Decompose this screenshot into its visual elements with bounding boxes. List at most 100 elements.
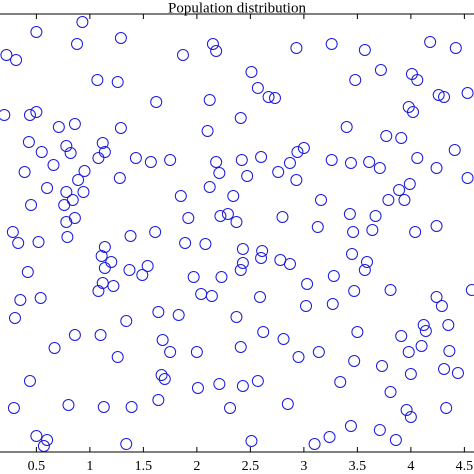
- point: [351, 326, 364, 338]
- point: [432, 89, 445, 101]
- point: [461, 172, 474, 184]
- point: [419, 325, 432, 337]
- point: [203, 181, 216, 193]
- point: [114, 122, 127, 134]
- point: [41, 182, 54, 194]
- point: [409, 226, 422, 238]
- point: [111, 351, 124, 363]
- point: [236, 243, 249, 255]
- point: [348, 285, 361, 297]
- point: [326, 298, 339, 310]
- x-tick-label: 0.5: [28, 459, 46, 474]
- point: [141, 260, 154, 272]
- point: [283, 258, 296, 270]
- x-tick-label: 3: [300, 459, 307, 474]
- x-tick-label: 2.5: [242, 459, 260, 474]
- point: [358, 264, 371, 276]
- point: [10, 54, 23, 66]
- point: [442, 319, 455, 331]
- point: [158, 373, 171, 385]
- point: [37, 440, 50, 452]
- point: [23, 375, 36, 387]
- point: [262, 91, 275, 103]
- point: [292, 351, 305, 363]
- point: [311, 221, 324, 233]
- point: [199, 238, 212, 250]
- point: [234, 341, 247, 353]
- point: [291, 146, 304, 158]
- point: [308, 438, 321, 450]
- point: [7, 402, 20, 414]
- point: [152, 394, 165, 406]
- point: [430, 162, 443, 174]
- point: [129, 152, 142, 164]
- point: [404, 368, 417, 380]
- point: [448, 144, 461, 156]
- point: [210, 45, 223, 57]
- point: [343, 208, 356, 220]
- point: [156, 334, 169, 346]
- point: [245, 435, 258, 447]
- point: [255, 151, 268, 163]
- point: [155, 369, 168, 381]
- point: [214, 210, 227, 222]
- point: [187, 271, 200, 283]
- point: [312, 346, 325, 358]
- point: [191, 382, 204, 394]
- point: [203, 94, 216, 106]
- point: [415, 340, 428, 352]
- point: [334, 376, 347, 388]
- point: [78, 165, 91, 177]
- point: [400, 404, 413, 416]
- point: [373, 424, 386, 436]
- point: [174, 190, 187, 202]
- point: [14, 294, 27, 306]
- point: [451, 367, 464, 379]
- point: [340, 121, 353, 133]
- point: [461, 87, 474, 99]
- point: [18, 166, 31, 178]
- x-tick-label: 1: [86, 459, 93, 474]
- point: [98, 241, 111, 253]
- point: [251, 82, 264, 94]
- point: [349, 74, 362, 86]
- point: [30, 106, 43, 118]
- point: [58, 199, 71, 211]
- point: [136, 269, 149, 281]
- point: [438, 91, 451, 103]
- point: [440, 402, 453, 414]
- point: [465, 284, 474, 296]
- point: [407, 106, 420, 118]
- point: [382, 194, 395, 206]
- point: [144, 156, 157, 168]
- point: [48, 342, 61, 354]
- point: [61, 231, 74, 243]
- plot-area: 0.5 1 1.5 2 2.5 3 3.5 4 4.5: [0, 13, 474, 474]
- point: [95, 250, 108, 262]
- point: [268, 92, 281, 104]
- point: [210, 156, 223, 168]
- point: [290, 174, 303, 186]
- point: [375, 360, 388, 372]
- point: [213, 378, 226, 390]
- point: [325, 154, 338, 166]
- point: [182, 212, 195, 224]
- point: [424, 36, 437, 48]
- point: [325, 38, 338, 50]
- point: [125, 401, 138, 413]
- point: [301, 278, 314, 290]
- point: [398, 194, 411, 206]
- point: [94, 329, 107, 341]
- point: [255, 252, 268, 264]
- point: [344, 157, 357, 169]
- point: [77, 186, 90, 198]
- point: [314, 194, 327, 206]
- point: [221, 208, 234, 220]
- point: [430, 220, 443, 232]
- point: [120, 438, 133, 450]
- point: [30, 430, 43, 442]
- point: [257, 326, 270, 338]
- point: [395, 330, 408, 342]
- point: [213, 167, 226, 179]
- point: [411, 74, 424, 86]
